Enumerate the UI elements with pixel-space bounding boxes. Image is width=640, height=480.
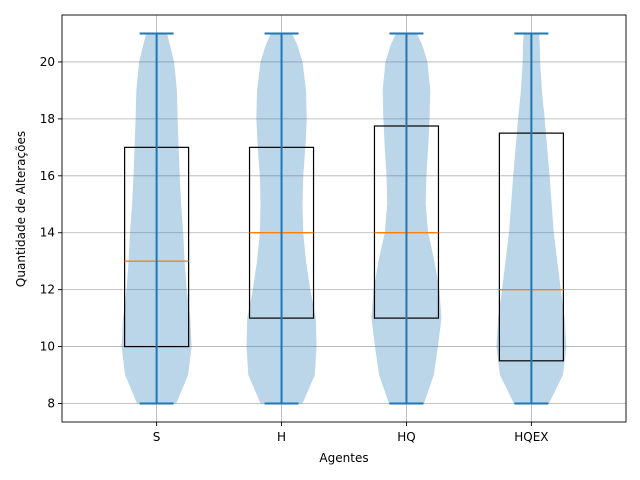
x-tick-label: S	[153, 430, 161, 444]
y-axis-label: Quantidade de Alterações	[14, 131, 28, 287]
plot-frame	[61, 14, 627, 423]
y-tick-label: 10	[40, 340, 55, 354]
y-tick-label: 8	[47, 397, 55, 411]
y-tick-label: 16	[40, 169, 55, 183]
x-axis-label: Agentes	[319, 451, 368, 465]
axes: 8 10 12 14 16 18 20 S H HQ HQEX	[40, 14, 627, 444]
y-tick-label: 18	[40, 112, 55, 126]
x-tick-label: H	[277, 430, 286, 444]
x-tick-label: HQEX	[514, 430, 548, 444]
x-tick-label: HQ	[397, 430, 415, 444]
box-plots	[124, 32, 564, 405]
y-tick-label: 20	[40, 55, 55, 69]
y-tick-label: 12	[40, 283, 55, 297]
y-tick-label: 14	[40, 226, 55, 240]
